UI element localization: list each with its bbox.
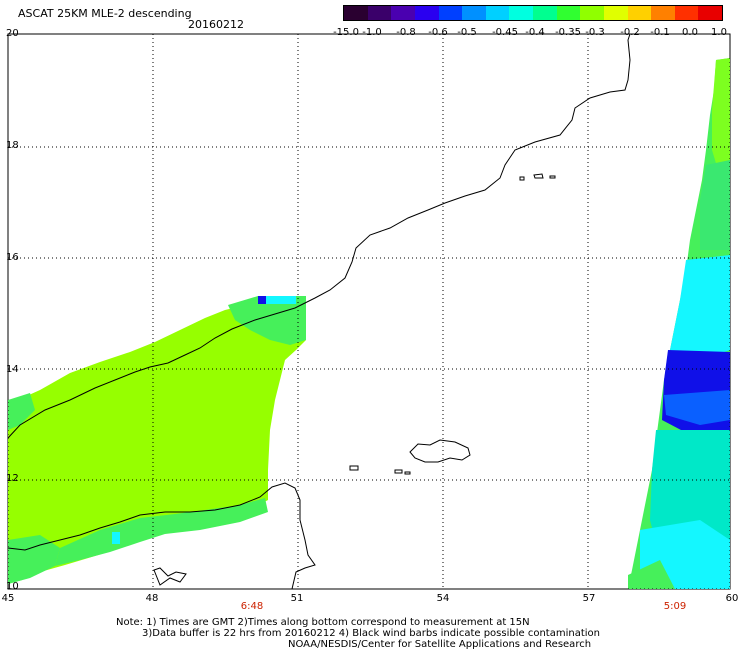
lon-label: 54 bbox=[436, 593, 450, 604]
colorbar-tick: 1.0 bbox=[711, 27, 727, 38]
lat-label: 14 bbox=[6, 364, 19, 375]
wind-patch bbox=[55, 498, 268, 566]
colorbar-swatch bbox=[485, 6, 510, 20]
colorbar-swatch bbox=[344, 6, 368, 20]
colorbar-tick: -15.0 bbox=[333, 27, 359, 38]
colorbar-tick: -0.6 bbox=[428, 27, 448, 38]
colorbar-tick: -1.0 bbox=[362, 27, 382, 38]
colorbar-tick: -0.1 bbox=[650, 27, 670, 38]
lon-label: 45 bbox=[1, 593, 15, 604]
colorbar-tick: -0.45 bbox=[492, 27, 518, 38]
islet bbox=[349, 465, 359, 471]
wind-patch bbox=[670, 255, 730, 360]
islet bbox=[533, 173, 544, 179]
colorbar-swatch bbox=[509, 6, 533, 20]
wind-patch bbox=[628, 560, 675, 589]
lon-label: 51 bbox=[290, 593, 304, 604]
lat-label: 10 bbox=[6, 581, 19, 592]
coastline-arabia bbox=[7, 33, 631, 439]
islet bbox=[549, 175, 556, 179]
colorbar-tick: -0.8 bbox=[396, 27, 416, 38]
colorbar-tick: 0.0 bbox=[682, 27, 698, 38]
colorbar-tick: -0.5 bbox=[457, 27, 477, 38]
colorbar-swatch bbox=[438, 6, 463, 20]
islet bbox=[519, 176, 525, 181]
lon-label: 57 bbox=[582, 593, 596, 604]
wind-patch bbox=[228, 296, 306, 345]
colorbar-tick: -0.35 bbox=[555, 27, 581, 38]
pass-time-label: 5:09 bbox=[663, 601, 687, 612]
colorbar-swatch bbox=[414, 6, 439, 20]
colorbar-swatch bbox=[698, 6, 722, 20]
product-date: 20160212 bbox=[188, 18, 244, 31]
wind-patch bbox=[664, 390, 730, 425]
wind-patch bbox=[258, 296, 266, 304]
lon-label: 48 bbox=[145, 593, 159, 604]
colorbar-swatch bbox=[391, 6, 415, 20]
product-title: ASCAT 25KM MLE-2 descending bbox=[18, 7, 192, 20]
colorbar-swatch bbox=[627, 6, 652, 20]
lat-label: 18 bbox=[6, 140, 19, 151]
wind-barb-cluster bbox=[153, 567, 187, 586]
wind-patch bbox=[112, 532, 120, 544]
colorbar-swatch bbox=[580, 6, 604, 20]
lat-label: 16 bbox=[6, 252, 19, 263]
islet bbox=[404, 471, 411, 475]
coastline-somalia bbox=[7, 482, 316, 590]
colorbar-tick: -0.3 bbox=[585, 27, 605, 38]
lat-label: 20 bbox=[6, 28, 19, 39]
note-line-1: Note: 1) Times are GMT 2)Times along bot… bbox=[116, 617, 530, 628]
wind-patch bbox=[8, 535, 60, 584]
note-line-2: 3)Data buffer is 22 hrs from 20160212 4)… bbox=[142, 628, 600, 639]
colorbar-swatch bbox=[651, 6, 675, 20]
colorbar-swatch bbox=[603, 6, 628, 20]
islet bbox=[394, 469, 403, 474]
colorbar-swatch bbox=[674, 6, 699, 20]
wind-patch bbox=[266, 296, 296, 304]
colorbar-tick: -0.4 bbox=[525, 27, 545, 38]
colorbar bbox=[343, 5, 723, 21]
lon-label: 60 bbox=[725, 593, 739, 604]
pass-time-label: 6:48 bbox=[240, 601, 264, 612]
wind-patch bbox=[700, 160, 730, 250]
colorbar-swatch bbox=[556, 6, 581, 20]
colorbar-swatch bbox=[367, 6, 392, 20]
wind-swath-west bbox=[8, 296, 306, 584]
wind-patch bbox=[712, 58, 730, 170]
socotra-island bbox=[409, 439, 471, 463]
lat-label: 12 bbox=[6, 473, 19, 484]
colorbar-swatch bbox=[462, 6, 486, 20]
colorbar-swatch bbox=[533, 6, 557, 20]
wind-patch bbox=[8, 393, 35, 430]
note-line-3: NOAA/NESDIS/Center for Satellite Applica… bbox=[288, 639, 592, 650]
colorbar-tick: -0.2 bbox=[620, 27, 640, 38]
